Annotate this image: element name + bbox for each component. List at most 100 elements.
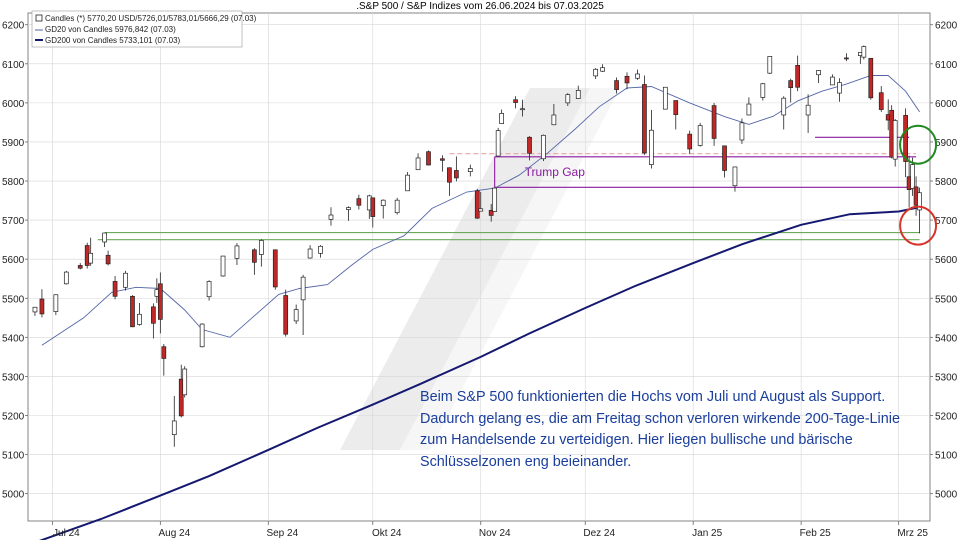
candle	[624, 72, 630, 90]
candle-body	[447, 167, 452, 183]
legend: Candles (*) 5770,20 USD/5726,01/5783,01/…	[31, 10, 257, 48]
candle	[123, 270, 128, 291]
candle-body	[642, 84, 647, 154]
candle-body	[130, 295, 135, 328]
candle	[788, 78, 794, 103]
y-tick-label-right: 5900	[935, 138, 958, 149]
candle	[673, 100, 679, 130]
candle-body	[527, 136, 532, 154]
candle-body	[112, 281, 118, 297]
y-tick-label-left: 5500	[2, 294, 25, 305]
candle-body	[711, 105, 717, 139]
candle	[739, 118, 745, 144]
candle-body	[234, 245, 240, 259]
candle	[293, 304, 299, 325]
candle	[635, 69, 640, 80]
candle	[565, 93, 571, 107]
y-tick-label-left: 5900	[2, 138, 25, 149]
candle	[830, 74, 835, 86]
y-tick-label-right: 5600	[935, 255, 958, 266]
candle	[722, 145, 727, 178]
candle-body	[440, 158, 445, 161]
candle	[182, 366, 188, 398]
candle-body	[767, 56, 773, 74]
candle-body	[614, 80, 619, 90]
y-tick-label-left: 5000	[2, 490, 25, 501]
candle-body	[760, 83, 766, 98]
candle	[513, 96, 518, 109]
candle	[370, 197, 376, 228]
candle-body	[551, 114, 557, 126]
candle-body	[318, 245, 323, 254]
candle-body	[541, 134, 546, 160]
candle-body	[520, 108, 525, 111]
candle-body	[137, 313, 142, 325]
candle	[662, 86, 668, 110]
candle-body	[171, 420, 177, 435]
candle	[746, 97, 752, 116]
candle	[878, 86, 884, 112]
candle-body	[157, 283, 163, 320]
candle	[220, 255, 226, 277]
candle-body	[32, 306, 38, 313]
candle	[495, 127, 501, 157]
y-tick-label-right: 6100	[935, 60, 958, 71]
y-tick-label-left: 6000	[2, 99, 25, 110]
candle-body	[492, 187, 498, 212]
candle-body	[328, 214, 334, 220]
candle	[405, 172, 410, 192]
candle-body	[805, 104, 811, 116]
candle-body	[474, 190, 480, 219]
candle	[697, 122, 703, 147]
candle	[551, 104, 557, 126]
x-tick-label: Okt 24	[372, 528, 402, 539]
candle	[53, 294, 59, 316]
candle-body	[182, 368, 188, 396]
candle	[795, 55, 801, 92]
candle-body	[687, 133, 693, 150]
annotation-line: Dadurch gelang es, die am Freitag schon …	[420, 410, 900, 427]
y-tick-label-left: 5600	[2, 255, 25, 266]
candle	[77, 263, 83, 270]
y-tick-label-right: 5300	[935, 372, 958, 383]
candle-body	[346, 207, 351, 210]
candle-body	[283, 295, 289, 335]
candle	[39, 289, 45, 318]
candle-body	[272, 249, 278, 288]
candle	[426, 150, 431, 166]
candle	[892, 118, 898, 167]
candle	[307, 245, 313, 259]
candle	[234, 243, 240, 266]
y-tick-label-left: 6100	[2, 60, 25, 71]
annotation-line: Beim S&P 500 funktionierten die Hochs vo…	[420, 389, 886, 405]
candle	[767, 56, 773, 74]
candle	[600, 64, 605, 73]
candle-body	[830, 76, 835, 86]
y-tick-label-right: 6200	[935, 21, 958, 32]
annotation-line: Schlüsselzonen eng beieinander.	[420, 453, 632, 470]
chart-title: .S&P 500 / S&P Indizes vom 26.06.2024 bi…	[356, 1, 604, 12]
legend-candle-swatch	[35, 14, 43, 22]
candle	[520, 99, 525, 117]
highlight-circle	[899, 205, 938, 246]
candle-body	[356, 198, 362, 206]
candle-body	[63, 271, 69, 285]
candle-body	[499, 113, 504, 124]
candle	[732, 166, 738, 192]
x-tick-label: Jul 24	[53, 528, 80, 539]
candle	[171, 395, 177, 447]
candle	[415, 153, 421, 171]
candle	[910, 157, 915, 196]
candle	[614, 77, 619, 94]
candle	[575, 85, 581, 99]
trump-gap-label: Trump Gap	[525, 165, 586, 179]
candle	[272, 249, 278, 290]
candle-body	[426, 151, 431, 166]
candle-body	[868, 57, 874, 99]
candle	[488, 204, 494, 222]
candle	[837, 78, 842, 102]
candle	[917, 187, 922, 234]
candle-body	[635, 73, 640, 79]
y-tick-label-left: 5200	[2, 411, 25, 422]
gd200-line	[34, 206, 920, 544]
